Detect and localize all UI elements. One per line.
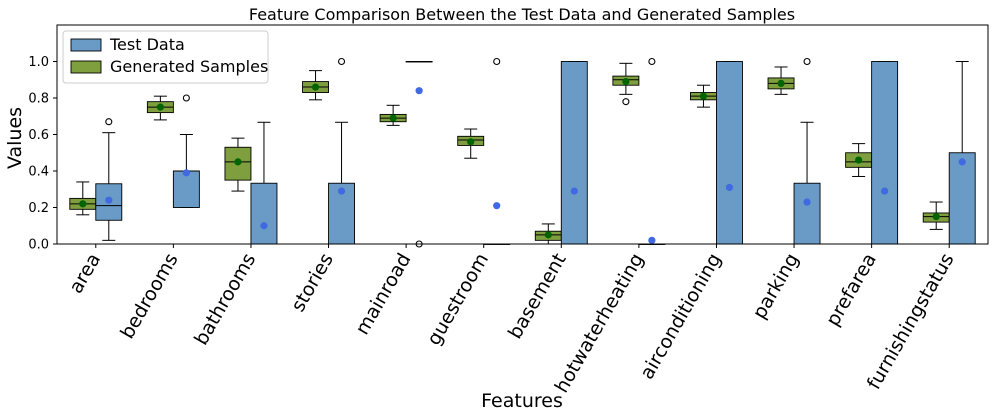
mean-point — [311, 83, 320, 91]
box-generated-samples-area — [69, 181, 97, 216]
x-tick-label-mainroad: mainroad — [351, 250, 415, 339]
box-test-data-mainroad — [405, 61, 433, 248]
box-generated-samples-hotwaterheating — [612, 62, 640, 106]
mean-point — [958, 158, 966, 166]
box-body — [250, 182, 278, 245]
mean-point — [648, 236, 656, 244]
box-test-data-stories — [328, 57, 355, 245]
box-test-data-prefarea — [871, 61, 899, 245]
x-tick-label-furnishingstatus: furnishingstatus — [863, 250, 959, 394]
y-axis-label: Values — [4, 107, 26, 169]
mean-point — [544, 231, 552, 239]
box-body — [948, 152, 976, 245]
mean-point — [855, 156, 863, 164]
x-tick-label-hotwaterheating: hotwaterheating — [551, 250, 649, 397]
x-tick-label-parking: parking — [748, 250, 803, 323]
mean-point — [415, 87, 423, 95]
mean-point — [337, 187, 346, 195]
legend-swatch-test-data — [70, 38, 102, 52]
y-tick-label: 0.6 — [28, 128, 49, 143]
box-generated-samples-airconditioning — [690, 84, 717, 108]
box-generated-samples-parking — [767, 66, 795, 95]
y-tick-label: 0.4 — [28, 165, 49, 180]
mean-point — [699, 92, 708, 100]
mean-point — [260, 222, 268, 230]
box-test-data-bathrooms — [250, 121, 278, 245]
box-body — [560, 61, 588, 245]
outlier-point — [622, 98, 630, 106]
x-tick-label-bathrooms: bathrooms — [190, 250, 260, 350]
legend-label-generated-samples: Generated Samples — [110, 57, 268, 76]
x-tick-label-bedrooms: bedrooms — [116, 250, 182, 343]
mean-point — [777, 79, 785, 87]
legend-swatch-generated-samples — [70, 60, 102, 74]
y-tick-label: 0.8 — [28, 92, 49, 107]
box-generated-samples-basement — [534, 223, 562, 245]
box-test-data-parking — [793, 57, 821, 245]
box-generated-samples-mainroad — [379, 104, 407, 126]
x-tick-label-area: area — [65, 250, 105, 298]
mean-point — [570, 187, 578, 195]
box-generated-samples-bathrooms — [224, 137, 252, 192]
y-tick-label: 0.0 — [28, 238, 49, 253]
y-tick-label: 0.2 — [28, 201, 49, 216]
box-generated-samples-prefarea — [845, 143, 873, 177]
x-tick-label-prefarea: prefarea — [822, 250, 881, 330]
chart-title: Feature Comparison Between the Test Data… — [249, 5, 795, 24]
outlier-point — [105, 118, 113, 126]
mean-point — [725, 183, 734, 192]
outlier-point — [493, 57, 501, 66]
mean-point — [622, 77, 630, 86]
box-test-data-basement — [560, 61, 588, 245]
box-generated-samples-stories — [302, 70, 329, 101]
box-test-data-furnishingstatus — [948, 61, 976, 245]
x-tick-label-basement: basement — [504, 250, 571, 343]
legend-frame — [62, 30, 269, 84]
legend: Test Data Generated Samples — [62, 30, 269, 84]
box-body — [172, 170, 200, 208]
mean-point — [79, 200, 87, 208]
box-test-data-hotwaterheating — [638, 57, 666, 245]
mean-point — [234, 158, 242, 166]
box-test-data-bedrooms — [172, 94, 200, 208]
box-generated-samples-furnishingstatus — [922, 201, 950, 230]
x-tick-label-stories: stories — [287, 250, 338, 316]
box-body — [95, 183, 123, 221]
y-tick-label: 1.0 — [28, 55, 49, 70]
box-test-data-area — [95, 118, 123, 241]
mean-point — [803, 198, 811, 206]
mean-point — [156, 103, 164, 111]
plot-area — [69, 57, 976, 248]
box-test-data-airconditioning — [716, 61, 743, 245]
mean-point — [182, 169, 190, 177]
box-body — [716, 61, 743, 245]
outlier-point — [648, 57, 656, 66]
mean-point — [932, 213, 940, 221]
outlier-point — [337, 57, 346, 66]
mean-point — [467, 138, 475, 146]
box-body — [871, 61, 899, 245]
mean-point — [105, 196, 113, 204]
box-generated-samples-guestroom — [457, 128, 485, 159]
mean-point — [389, 114, 397, 122]
mean-point — [493, 202, 501, 210]
outlier-point — [803, 57, 811, 66]
x-tick-label-airconditioning: airconditioning — [636, 250, 726, 384]
x-tick-label-guestroom: guestroom — [423, 250, 493, 350]
box-test-data-guestroom — [483, 57, 511, 245]
mean-point — [881, 187, 889, 195]
box-body — [793, 182, 821, 245]
legend-label-test-data: Test Data — [109, 35, 185, 54]
x-axis-label: Features — [481, 390, 563, 412]
box-generated-samples-bedrooms — [146, 95, 174, 121]
outlier-point — [182, 94, 190, 102]
